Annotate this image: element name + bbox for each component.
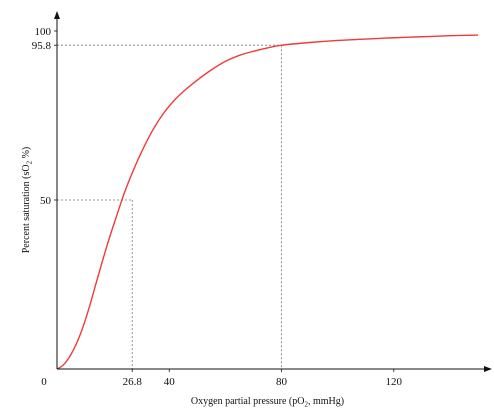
- series-layer: [56, 34, 479, 370]
- x-tick-label: 40: [164, 376, 176, 388]
- x-tick-label: 0: [41, 376, 47, 388]
- y-axis-arrow: [54, 11, 60, 19]
- x-axis-arrow: [484, 366, 492, 372]
- saturation-curve-line: [56, 34, 479, 370]
- y-tick-label: 50: [40, 195, 52, 207]
- tick-labels: 50 95.8 100 0 26.8 40 80 120: [32, 26, 403, 388]
- y-tick-label: 100: [35, 26, 52, 38]
- y-axis-title: Percent saturation (sO2 %): [21, 147, 34, 254]
- y-tick-label: 95.8: [32, 40, 52, 52]
- x-tick-label: 120: [386, 376, 403, 388]
- x-tick-label: 26.8: [123, 376, 143, 388]
- x-tick-label: 80: [276, 376, 288, 388]
- axes: [54, 11, 492, 372]
- reference-lines: [57, 44, 282, 369]
- x-axis-title: Oxygen partial pressure (pO2, mmHg): [191, 396, 344, 409]
